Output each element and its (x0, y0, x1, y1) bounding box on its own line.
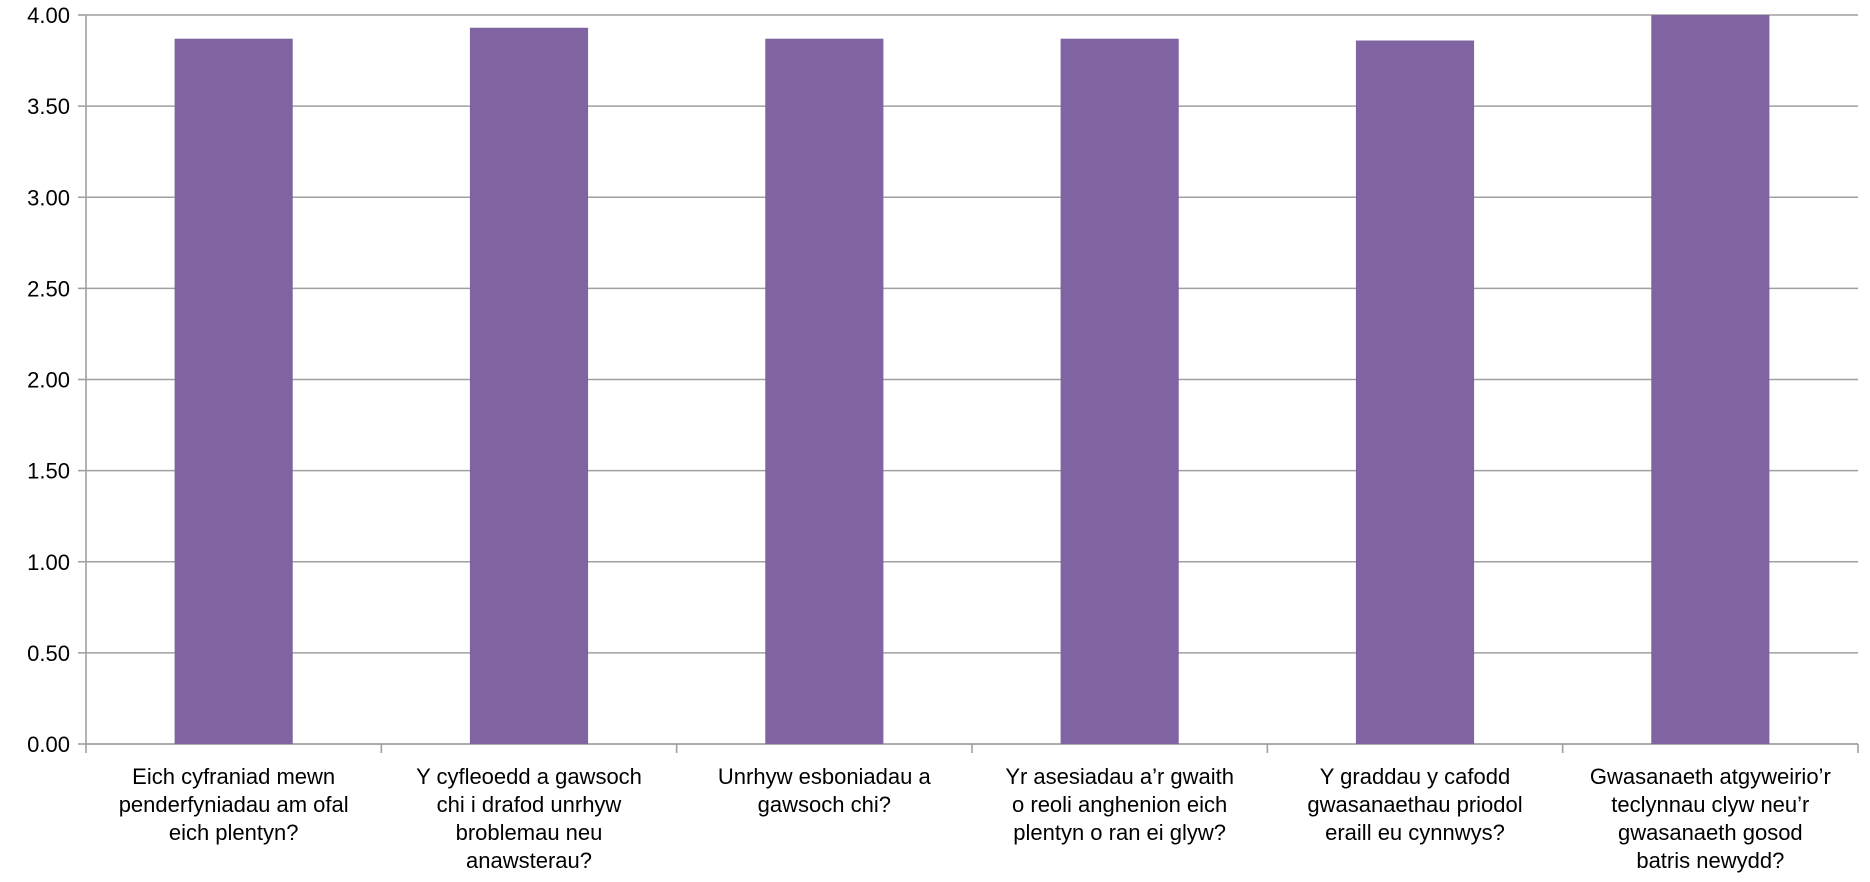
x-category-label-line: gwasanaeth gosod (1617, 820, 1803, 845)
x-category-label: Yr asesiadau a’r gwaith o reoli anghenion… (977, 763, 1263, 847)
x-category-label-line: Yr asesiadau a’r gwaith (1005, 764, 1234, 789)
bar (174, 38, 293, 744)
x-category-label: Unrhyw esboniadau a gawsoch chi? (681, 763, 967, 819)
x-category-label-line: Y graddau y cafodd (1319, 764, 1511, 789)
x-category-label-line: anawsterau? (466, 848, 592, 873)
x-category-label-line: plentyn o ran ei glyw? (1013, 820, 1227, 845)
bar (1060, 38, 1179, 744)
x-category-label: Y graddau y cafodd gwasanaethau priodol er… (1272, 763, 1558, 847)
x-category-label-line: eich plentyn? (168, 820, 299, 845)
x-category-label-line: gawsoch chi? (757, 792, 891, 817)
y-tick-label: 2.00 (27, 368, 70, 393)
bar (1651, 15, 1770, 744)
x-category-label-line: Gwasanaeth atgyweirio’r (1589, 764, 1831, 789)
x-category-label-line: o reoli anghenion eich (1012, 792, 1228, 817)
bar (765, 38, 884, 744)
y-tick-label: 1.50 (27, 459, 70, 484)
y-tick-label: 3.50 (27, 94, 70, 119)
y-tick-label: 0.50 (27, 641, 70, 666)
x-category-label-line: chi i drafod unrhyw (436, 792, 622, 817)
x-category-label-line: Eich cyfraniad mewn (132, 764, 336, 789)
x-category-label: Eich cyfraniad mewn penderfyniadau am ofa… (91, 763, 377, 847)
x-category-label: Gwasanaeth atgyweirio’r teclynnau clyw ne… (1567, 763, 1853, 875)
bar (469, 27, 589, 744)
x-category-label-line: eraill eu cynnwys? (1325, 820, 1505, 845)
x-category-label-line: broblemau neu (455, 820, 603, 845)
x-category-label-line: penderfyniadau am ofal (118, 792, 349, 817)
y-tick-label: 2.50 (27, 276, 70, 301)
x-category-label-line: Y cyfleoedd a gawsoch (416, 764, 642, 789)
y-tick-label: 0.00 (27, 732, 70, 757)
bar (1355, 40, 1475, 744)
x-category-label: Y cyfleoedd a gawsoch chi i drafod unrhyw… (386, 763, 672, 875)
x-category-label-line: gwasanaethau priodol (1307, 792, 1523, 817)
y-tick-label: 1.00 (27, 550, 70, 575)
x-category-label-line: Unrhyw esboniadau a (717, 764, 931, 789)
x-category-label-line: batris newydd? (1636, 848, 1785, 873)
y-tick-label: 4.00 (27, 3, 70, 28)
x-category-label-line: teclynnau clyw neu’r (1611, 792, 1810, 817)
y-tick-label: 3.00 (27, 185, 70, 210)
